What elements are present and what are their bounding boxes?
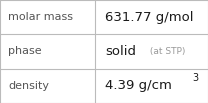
Text: 4.39 g/cm: 4.39 g/cm bbox=[105, 79, 172, 92]
Text: 3: 3 bbox=[192, 73, 198, 83]
Text: molar mass: molar mass bbox=[8, 12, 73, 22]
Text: phase: phase bbox=[8, 46, 42, 57]
Text: 631.77 g/mol: 631.77 g/mol bbox=[105, 11, 193, 24]
Text: (at STP): (at STP) bbox=[147, 47, 186, 56]
Text: solid: solid bbox=[105, 45, 136, 58]
Text: density: density bbox=[8, 81, 49, 91]
